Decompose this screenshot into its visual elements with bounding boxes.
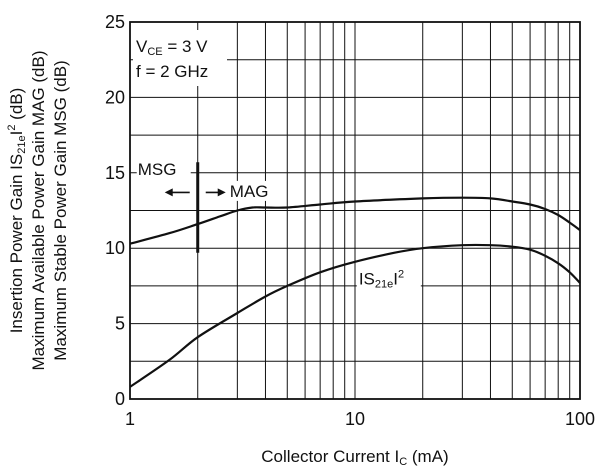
y-tick-label: 25 (105, 12, 125, 32)
series-curves (129, 196, 581, 388)
s21-label-background (356, 266, 421, 291)
frequency-condition: f = 2 GHz (136, 62, 208, 81)
msg-label: MSG (138, 160, 177, 179)
tick-labels: 1 10 100 0 5 10 15 20 25 (105, 12, 595, 429)
y-axis-label: Insertion Power Gain IS21eI2 (dB) Maximu… (6, 51, 70, 371)
plot-frame (129, 21, 581, 400)
y-tick-label: 20 (105, 87, 125, 107)
msg-mag-arrows (164, 188, 226, 197)
grid-lines (130, 22, 580, 399)
x-axis-label: Collector Current IC (mA) (261, 447, 448, 468)
y-tick-label: 15 (105, 163, 125, 183)
y-axis-label-line-1: Insertion Power Gain IS21eI2 (dB) (6, 88, 28, 334)
y-axis-label-line-2: Maximum Available Power Gain MAG (dB) (29, 51, 48, 371)
vce-condition: VCE = 3 V (136, 37, 208, 58)
x-tick-label: 1 (125, 409, 135, 429)
left-arrow-head (164, 188, 173, 197)
x-tick-label: 10 (345, 409, 365, 429)
x-tick-label: 100 (565, 409, 595, 429)
y-tick-label: 10 (105, 238, 125, 258)
mag-label-background (227, 180, 280, 201)
conditions-box (133, 30, 227, 86)
s21-series-label: IS21eI2 (359, 268, 404, 290)
right-arrow-head (217, 188, 226, 197)
y-axis-label-line-3: Maximum Stable Power Gain MSG (dB) (51, 60, 70, 360)
y-tick-label: 0 (115, 389, 125, 409)
mag-label: MAG (230, 182, 269, 201)
s21-curve (129, 243, 581, 388)
msg-mag-curve (129, 196, 581, 245)
msg-label-background (136, 158, 191, 179)
y-tick-label: 5 (115, 314, 125, 334)
